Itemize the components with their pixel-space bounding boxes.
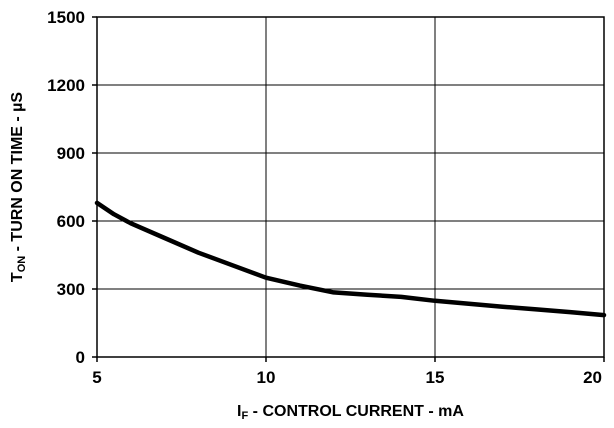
x-tick-label-5: 5 [92, 368, 101, 387]
y-axis-title: TON - TURN ON TIME - µS [9, 92, 28, 282]
y-tick-label-0: 0 [76, 348, 85, 367]
y-tick-label-900: 900 [57, 144, 85, 163]
y-axis-title-subscript: ON [16, 256, 28, 273]
grid-layer [96, 16, 605, 358]
x-tick-label-15: 15 [426, 368, 445, 387]
series-line-0 [94, 200, 607, 318]
y-tick-label-1200: 1200 [47, 76, 85, 95]
x-axis-title-rest: - CONTROL CURRENT - mA [248, 403, 464, 420]
x-axis-title-main: I [237, 403, 241, 420]
y-axis-title-rest: - TURN ON TIME - µS [9, 92, 26, 256]
y-tick-label-600: 600 [57, 212, 85, 231]
y-axis-title-main: T [9, 272, 26, 282]
plot-frame [96, 16, 605, 358]
y-tick-label-1500: 1500 [47, 8, 85, 27]
x-axis-title-subscript: F [242, 410, 249, 422]
y-tick-label-300: 300 [57, 280, 85, 299]
x-tick-label-10: 10 [257, 368, 276, 387]
x-axis-title: IF - CONTROL CURRENT - mA [237, 403, 464, 422]
x-tick-labels: 5 10 15 20 [92, 357, 605, 387]
series-layer [94, 200, 607, 318]
x-tick-label-20: 20 [583, 368, 602, 387]
y-tick-labels: 0 300 600 900 1200 1500 [47, 8, 97, 367]
